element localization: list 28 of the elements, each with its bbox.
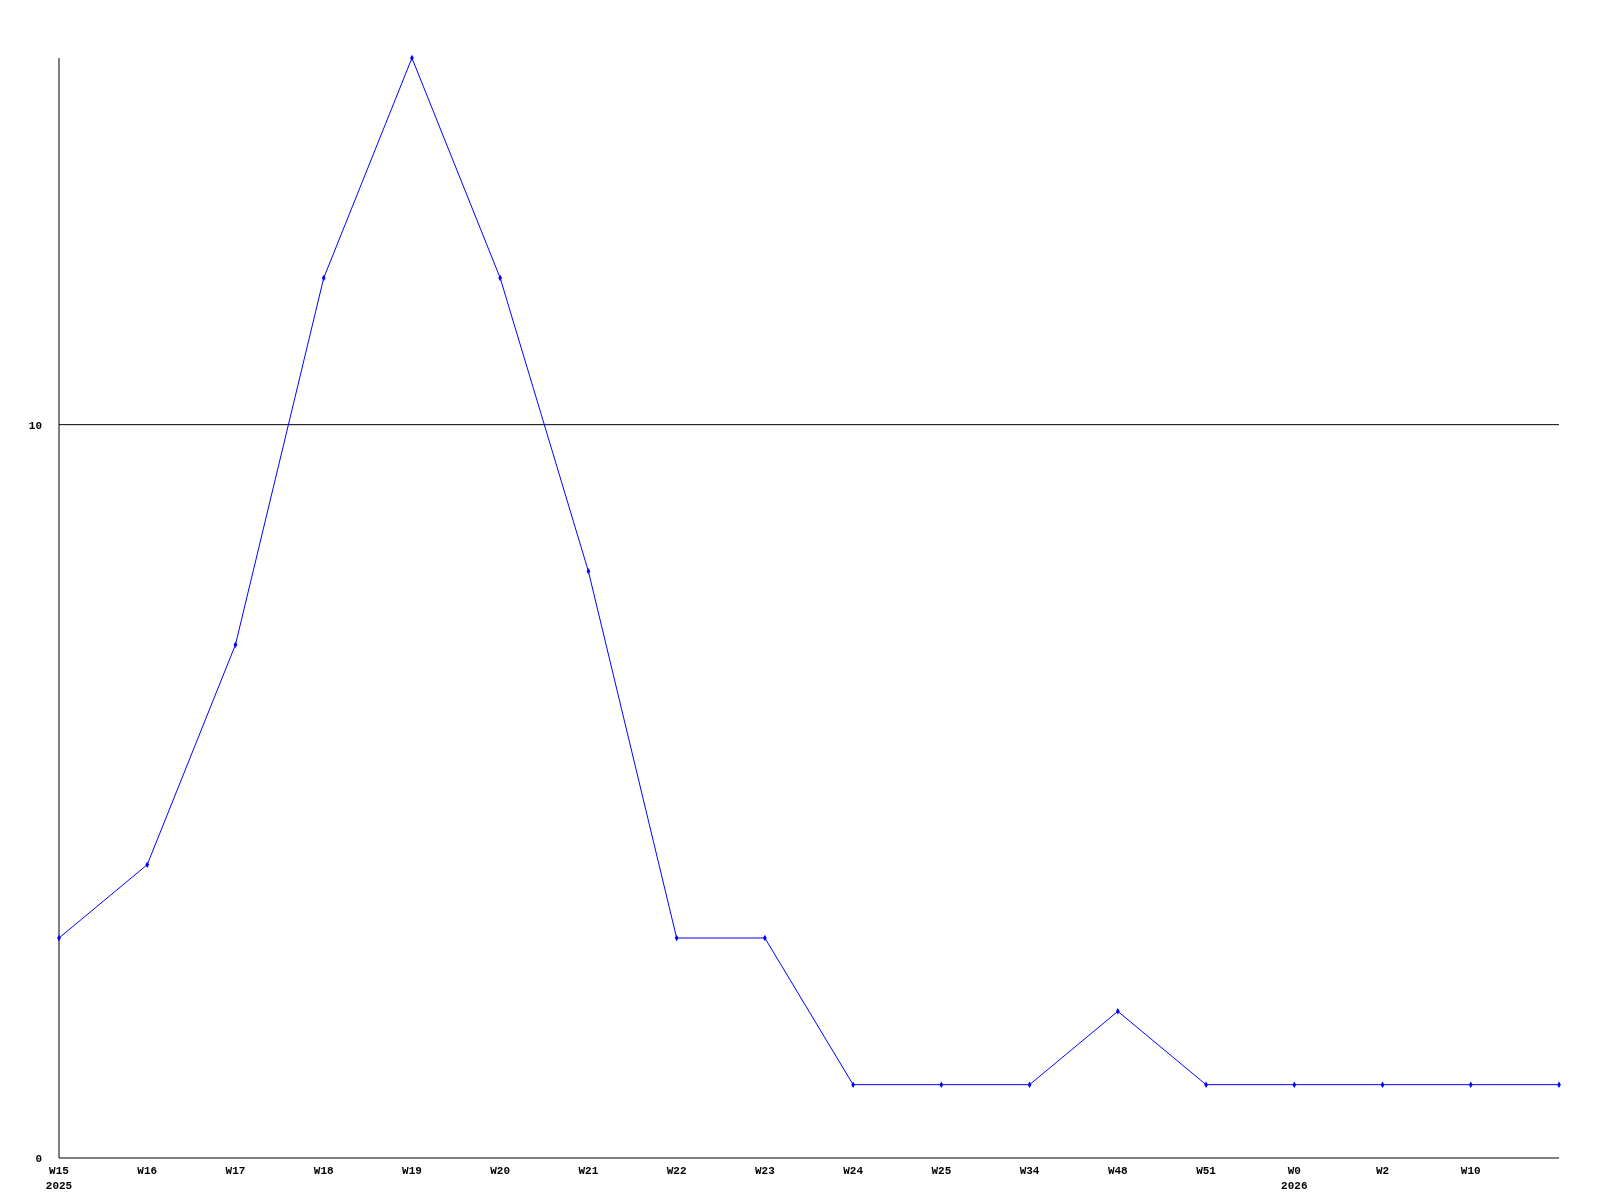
x-tick-label: W34 (1019, 1165, 1040, 1177)
x-tick-label: W20 (490, 1165, 511, 1177)
x-tick-label: W17 (225, 1165, 246, 1177)
x-tick-label: W18 (313, 1165, 334, 1177)
x-tick-label: W23 (754, 1165, 776, 1177)
point (586, 568, 591, 575)
x-tick-label: W21 (578, 1165, 599, 1177)
point (1115, 1008, 1120, 1015)
x-tick-label: W48 (1107, 1165, 1129, 1177)
point (1468, 1081, 1473, 1088)
y-tick-label: 10 (28, 419, 42, 432)
x-tick-label: W0 2026 (1281, 1165, 1308, 1192)
x-tick-label: W10 (1460, 1165, 1481, 1177)
point (1380, 1081, 1385, 1088)
x-tick-label: W22 (666, 1165, 687, 1177)
x-tick-label: W25 (931, 1165, 952, 1177)
y-tick-label: 0 (35, 1153, 42, 1165)
point (939, 1081, 944, 1088)
x-tick-label: W51 (1196, 1165, 1217, 1177)
x-tick-label: W16 (137, 1165, 158, 1177)
point (233, 641, 238, 648)
point (145, 861, 150, 868)
point (1292, 1081, 1297, 1088)
x-tick-label: W19 (402, 1165, 422, 1177)
x-tick-label: W2 (1375, 1165, 1390, 1177)
point (1027, 1081, 1032, 1088)
x-tick-label: W24 (843, 1165, 864, 1177)
x-tick-label: W15 2025 (45, 1165, 73, 1192)
